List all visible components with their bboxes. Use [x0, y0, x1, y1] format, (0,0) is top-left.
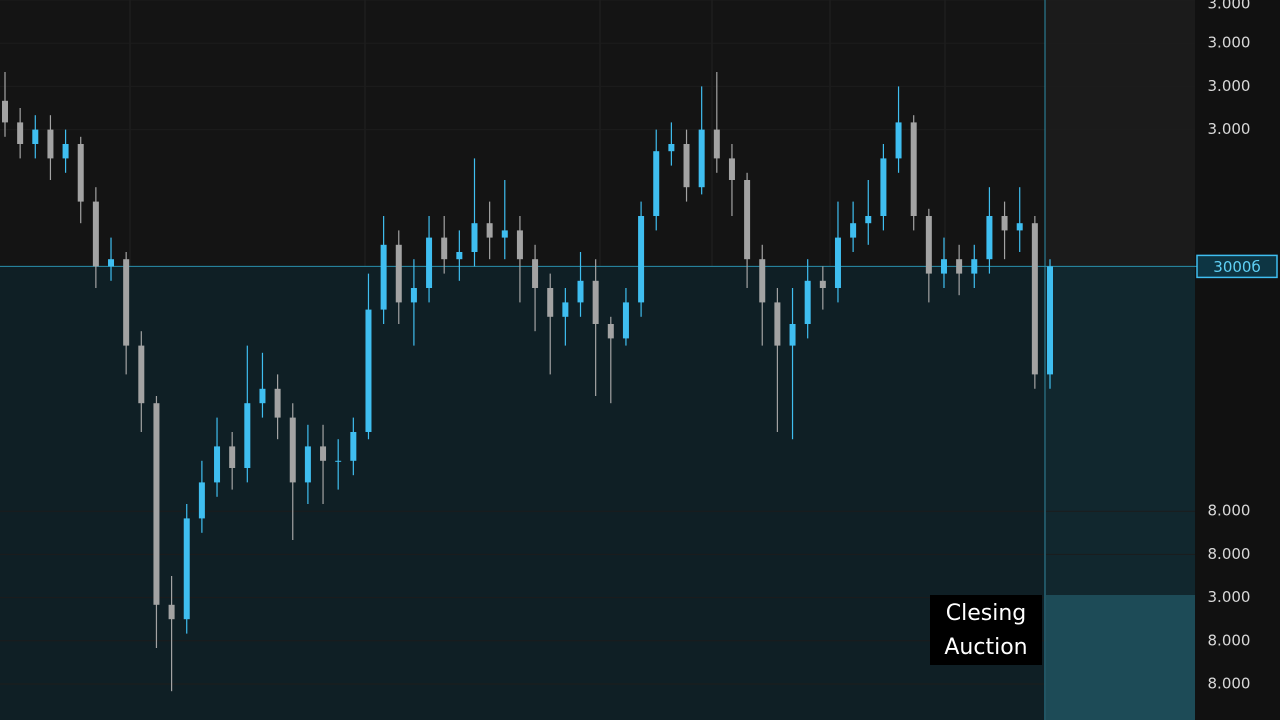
candle-body: [380, 244, 387, 310]
y-tick-label: 3.000: [1208, 34, 1251, 52]
candle-body: [501, 230, 508, 238]
candle-body: [320, 446, 327, 461]
candle-body: [653, 151, 660, 216]
candle-body: [123, 259, 130, 346]
candle-body: [834, 237, 841, 288]
candle-body: [744, 180, 751, 260]
candle-body: [486, 223, 493, 238]
candle-body: [456, 252, 463, 260]
y-tick-label: 8.000: [1208, 631, 1251, 649]
candle-body: [365, 309, 372, 432]
annotation-line: Clesing: [946, 601, 1027, 626]
candle-body: [183, 518, 190, 620]
candle-body: [880, 158, 887, 216]
candle-body: [153, 403, 160, 605]
candle-body: [229, 446, 236, 468]
candles: [2, 72, 1053, 692]
candle-body: [426, 237, 433, 288]
candle-body: [592, 280, 599, 324]
candle-body: [335, 460, 342, 462]
candle-body: [895, 122, 902, 159]
axis-labels: 3.000 3.000 3.000 3.000 8.000 8.000 3.000 8.000…: [1196, 0, 1278, 693]
y-tick-label: 3.000: [1208, 77, 1251, 95]
candle-body: [1031, 223, 1038, 375]
candle-body: [108, 259, 115, 267]
candle-body: [2, 100, 8, 123]
candle-body: [819, 280, 826, 288]
candle-body: [986, 216, 993, 260]
candle-body: [638, 216, 645, 303]
candle-body: [62, 144, 69, 159]
candle-body: [698, 129, 705, 188]
candle-body: [1016, 223, 1023, 231]
candle-body: [244, 403, 251, 468]
candle-body: [350, 432, 357, 461]
candle-body: [441, 237, 448, 260]
candle-body: [607, 324, 614, 339]
candle-body: [395, 244, 402, 303]
y-tick-label: 3.000: [1208, 120, 1251, 138]
candle-body: [865, 216, 872, 224]
candle-body: [138, 345, 145, 404]
candle-body: [940, 259, 947, 274]
y-tick-label: 8.000: [1208, 675, 1251, 693]
candle-body: [77, 144, 84, 202]
candle-body: [1001, 216, 1008, 231]
candle-body: [774, 302, 781, 346]
candle-body: [850, 223, 857, 238]
candle-body: [198, 482, 205, 519]
annotation-box: [930, 595, 1042, 665]
candle-body: [471, 223, 478, 252]
candle-body: [214, 446, 221, 483]
candle-body: [683, 144, 690, 188]
price-tag-label: 3000б: [1213, 258, 1260, 276]
y-tick-label: 8.000: [1208, 502, 1251, 520]
candle-body: [728, 158, 735, 180]
candle-body: [547, 288, 554, 317]
candle-body: [789, 324, 796, 346]
below-price-area: [0, 266, 1195, 720]
candle-body: [274, 388, 281, 418]
candle-body: [304, 446, 311, 483]
price-axis: [1195, 0, 1280, 720]
candle-body: [622, 302, 629, 339]
candle-body: [168, 604, 175, 620]
candle-body: [32, 129, 39, 144]
candle-body: [910, 122, 917, 216]
candle-body: [47, 129, 54, 159]
candle-body: [289, 417, 296, 483]
candle-body: [925, 216, 932, 274]
below-price-fill: [0, 266, 1045, 720]
auction-box: [1046, 595, 1195, 720]
candle-body: [804, 280, 811, 324]
candle-body: [713, 129, 720, 159]
price-grid: [0, 265, 1197, 267]
y-tick-label: 3.000: [1208, 588, 1251, 606]
candle-body: [516, 230, 523, 260]
candle-body: [971, 259, 978, 274]
candle-body: [759, 259, 766, 303]
candle-body: [17, 122, 24, 144]
annotation-line: Auction: [944, 635, 1027, 660]
candle-body: [92, 201, 99, 267]
y-tick-label: 3.000: [1208, 0, 1251, 13]
y-tick-label: 8.000: [1208, 545, 1251, 563]
price-tag: [1196, 254, 1278, 279]
candle-body: [577, 280, 584, 303]
candle-body: [259, 388, 266, 404]
candle-body: [956, 259, 963, 274]
candle-body: [668, 144, 675, 152]
candle-body: [532, 259, 539, 288]
candle-body: [410, 288, 417, 303]
candle-body: [1047, 266, 1053, 375]
candle-body: [562, 302, 569, 317]
